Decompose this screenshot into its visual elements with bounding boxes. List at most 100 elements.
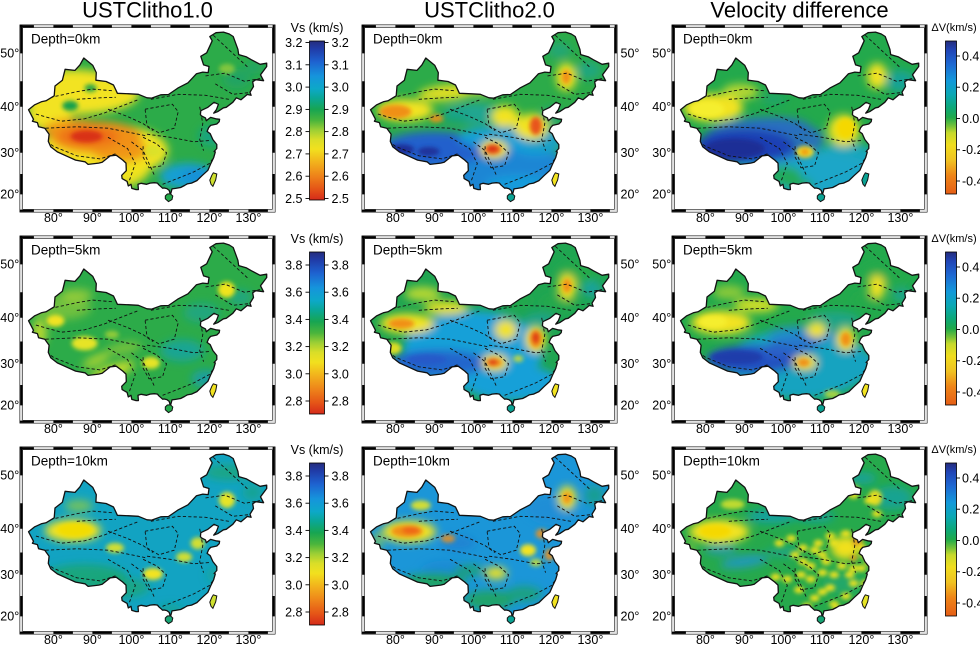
svg-text:3.4: 3.4 [285,313,302,327]
svg-text:ΔV(km/s): ΔV(km/s) [931,22,976,34]
svg-text:50°: 50° [652,47,671,61]
svg-text:110°: 110° [158,633,183,647]
svg-text:Depth=10km: Depth=10km [31,453,108,468]
svg-text:ΔV(km/s): ΔV(km/s) [931,233,976,245]
svg-text:130°: 130° [887,422,913,436]
svg-text:2.8: 2.8 [332,125,349,139]
svg-text:Depth=0km: Depth=0km [683,31,752,46]
svg-text:30°: 30° [0,146,19,160]
svg-text:3.4: 3.4 [285,524,302,538]
svg-text:Depth=5km: Depth=5km [373,242,442,257]
svg-text:20°: 20° [621,610,640,624]
svg-text:0.4: 0.4 [962,49,979,63]
svg-text:20°: 20° [0,188,19,202]
svg-text:100°: 100° [770,211,796,225]
svg-text:3.2: 3.2 [285,36,302,50]
svg-text:3.0: 3.0 [332,81,349,95]
svg-text:3.0: 3.0 [285,367,302,381]
svg-text:Depth=5km: Depth=5km [31,242,100,257]
svg-text:100°: 100° [460,633,486,647]
svg-text:80°: 80° [44,211,63,225]
svg-text:3.0: 3.0 [332,367,349,381]
svg-text:-0.2: -0.2 [962,565,980,579]
svg-text:80°: 80° [386,633,405,647]
svg-text:50°: 50° [652,469,671,483]
svg-text:-0.2: -0.2 [962,354,980,368]
svg-text:3.6: 3.6 [332,286,349,300]
svg-text:130°: 130° [577,211,603,225]
svg-text:2.8: 2.8 [285,395,302,409]
svg-text:90°: 90° [83,422,102,436]
svg-text:0.0: 0.0 [962,534,979,548]
svg-text:3.1: 3.1 [332,58,349,72]
svg-text:110°: 110° [500,211,525,225]
svg-text:2.5: 2.5 [285,192,302,206]
svg-text:3.6: 3.6 [332,497,349,511]
svg-text:3.8: 3.8 [332,470,349,484]
svg-text:90°: 90° [83,633,102,647]
svg-text:130°: 130° [577,422,603,436]
svg-text:90°: 90° [425,422,444,436]
svg-text:90°: 90° [425,211,444,225]
svg-text:120°: 120° [196,633,222,647]
svg-text:ΔV(km/s): ΔV(km/s) [931,444,976,456]
svg-text:2.7: 2.7 [332,147,349,161]
svg-text:80°: 80° [44,422,63,436]
svg-text:50°: 50° [621,47,640,61]
svg-text:20°: 20° [621,188,640,202]
svg-text:110°: 110° [158,211,183,225]
svg-text:20°: 20° [621,399,640,413]
svg-text:100°: 100° [770,633,796,647]
svg-text:Depth=0km: Depth=0km [373,31,442,46]
svg-text:120°: 120° [848,211,874,225]
svg-text:110°: 110° [810,633,835,647]
svg-text:-0.4: -0.4 [962,174,980,188]
svg-text:3.0: 3.0 [332,578,349,592]
svg-text:50°: 50° [652,258,671,272]
svg-text:80°: 80° [696,422,715,436]
svg-text:120°: 120° [538,633,564,647]
svg-text:90°: 90° [735,422,754,436]
svg-text:100°: 100° [118,422,144,436]
svg-text:-0.4: -0.4 [962,385,980,399]
svg-text:Depth=0km: Depth=0km [31,31,100,46]
svg-text:20°: 20° [652,188,671,202]
svg-text:90°: 90° [425,633,444,647]
svg-text:Depth=10km: Depth=10km [373,453,450,468]
svg-text:2.7: 2.7 [285,147,302,161]
svg-text:2.8: 2.8 [332,395,349,409]
svg-text:-0.2: -0.2 [962,143,980,157]
svg-text:120°: 120° [848,422,874,436]
svg-text:130°: 130° [577,633,603,647]
svg-text:Vs (km/s): Vs (km/s) [291,21,344,35]
svg-text:3.6: 3.6 [285,497,302,511]
svg-text:0.0: 0.0 [962,112,979,126]
svg-text:3.8: 3.8 [285,259,302,273]
svg-text:120°: 120° [196,211,222,225]
svg-text:2.9: 2.9 [285,103,302,117]
svg-text:0.0: 0.0 [962,323,979,337]
svg-text:0.2: 0.2 [962,503,979,517]
svg-text:110°: 110° [810,422,835,436]
svg-text:30°: 30° [621,146,640,160]
svg-text:2.8: 2.8 [285,606,302,620]
svg-text:30°: 30° [652,357,671,371]
svg-text:2.6: 2.6 [285,170,302,184]
svg-text:3.4: 3.4 [332,524,349,538]
svg-text:30°: 30° [652,146,671,160]
svg-text:130°: 130° [235,633,261,647]
svg-text:0.4: 0.4 [962,260,979,274]
svg-text:20°: 20° [652,399,671,413]
svg-text:Vs (km/s): Vs (km/s) [291,443,344,457]
svg-text:3.0: 3.0 [285,81,302,95]
svg-text:40°: 40° [652,100,671,114]
svg-text:-0.4: -0.4 [962,596,980,610]
svg-text:30°: 30° [0,568,19,582]
svg-text:80°: 80° [696,211,715,225]
svg-text:0.2: 0.2 [962,292,979,306]
svg-text:0.2: 0.2 [962,81,979,95]
svg-text:90°: 90° [735,633,754,647]
svg-text:3.8: 3.8 [285,470,302,484]
svg-text:130°: 130° [887,211,913,225]
svg-text:90°: 90° [735,211,754,225]
